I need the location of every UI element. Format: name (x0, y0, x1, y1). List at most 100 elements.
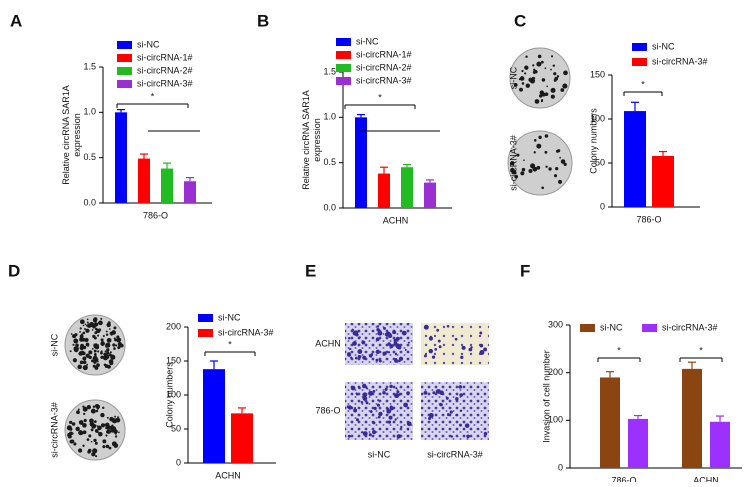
colony (100, 341, 105, 346)
bar (624, 111, 646, 207)
cell (479, 350, 485, 355)
significance-label: * (699, 345, 703, 355)
colony (105, 422, 110, 427)
cell (479, 343, 484, 348)
micrograph (421, 382, 489, 440)
colony (113, 429, 118, 434)
cell (396, 434, 402, 439)
y-tick-label: 1.0 (83, 107, 96, 117)
legend-label: si-circRNA-1# (356, 49, 412, 59)
micrograph (421, 323, 489, 365)
y-tick-label: 50 (595, 157, 605, 167)
colony (103, 356, 106, 360)
colony (91, 452, 96, 457)
colony (70, 333, 73, 335)
cell (464, 423, 470, 428)
cell (395, 343, 400, 348)
bar (203, 369, 225, 463)
y-tick-label: 0.5 (83, 152, 96, 162)
cell (395, 336, 400, 341)
colony (109, 351, 112, 354)
cell (387, 342, 391, 346)
colony (525, 83, 531, 88)
cell (423, 354, 427, 358)
x-tick-label: ACHN (383, 215, 409, 225)
cell (407, 428, 410, 431)
colony (109, 328, 111, 330)
colony (79, 319, 85, 325)
cell (400, 425, 403, 429)
cell (362, 392, 368, 398)
cell (388, 415, 393, 420)
colony (536, 143, 542, 149)
bar (682, 368, 702, 468)
colony (109, 361, 114, 366)
cell (398, 393, 401, 396)
colony (85, 328, 90, 333)
colony (523, 159, 525, 162)
significance-label: * (378, 92, 382, 102)
colony (82, 423, 87, 428)
colony (544, 150, 548, 154)
x-tick-label: 786-O (143, 210, 168, 220)
bar (138, 158, 150, 203)
colony (106, 416, 109, 419)
y-axis-label: expression (312, 118, 322, 162)
cell (347, 337, 351, 340)
colony (93, 420, 97, 424)
colony (100, 412, 105, 418)
cell (350, 356, 353, 359)
colony (537, 54, 542, 59)
colony (102, 445, 106, 449)
colony-plate (507, 130, 573, 196)
colony (112, 343, 116, 347)
cell (466, 434, 470, 439)
colony (77, 408, 80, 411)
colony (557, 149, 561, 153)
cell (355, 418, 360, 422)
panel-letter: C (514, 11, 526, 30)
cell (394, 352, 398, 356)
colony (117, 416, 120, 419)
colony (539, 90, 545, 95)
colony (106, 322, 111, 328)
cell (377, 399, 380, 402)
colony-plate (509, 47, 571, 109)
panel-letter: D (8, 261, 20, 280)
y-axis-label: expression (72, 113, 82, 157)
colony (533, 68, 536, 72)
colony (510, 161, 515, 166)
colony (93, 322, 99, 327)
cell (483, 347, 488, 352)
colony (514, 174, 519, 179)
colony (520, 171, 525, 176)
colony (114, 435, 118, 438)
y-axis-label: Colony numbers (588, 108, 598, 174)
cell (406, 421, 412, 427)
colony (94, 345, 100, 350)
colony (90, 440, 93, 443)
bar (184, 181, 196, 203)
cell (357, 349, 363, 354)
bar (378, 173, 390, 208)
bar (628, 418, 648, 468)
image-label: si-circRNA-3# (49, 402, 59, 458)
colony (67, 434, 72, 439)
cell (361, 383, 367, 389)
legend-swatch (336, 77, 351, 85)
colony (113, 356, 116, 360)
cell (372, 421, 376, 425)
colony (86, 404, 92, 410)
colony (531, 77, 535, 80)
colony (86, 321, 89, 324)
y-axis-label: Relative circRNA SAR1A (301, 90, 311, 190)
legend-label: si-NC (137, 39, 160, 49)
colony (91, 423, 97, 429)
cell (355, 392, 358, 395)
colony (550, 87, 556, 93)
cell (403, 402, 409, 408)
column-label: si-circRNA-3# (427, 449, 483, 459)
cell (461, 345, 466, 350)
colony (559, 156, 561, 159)
